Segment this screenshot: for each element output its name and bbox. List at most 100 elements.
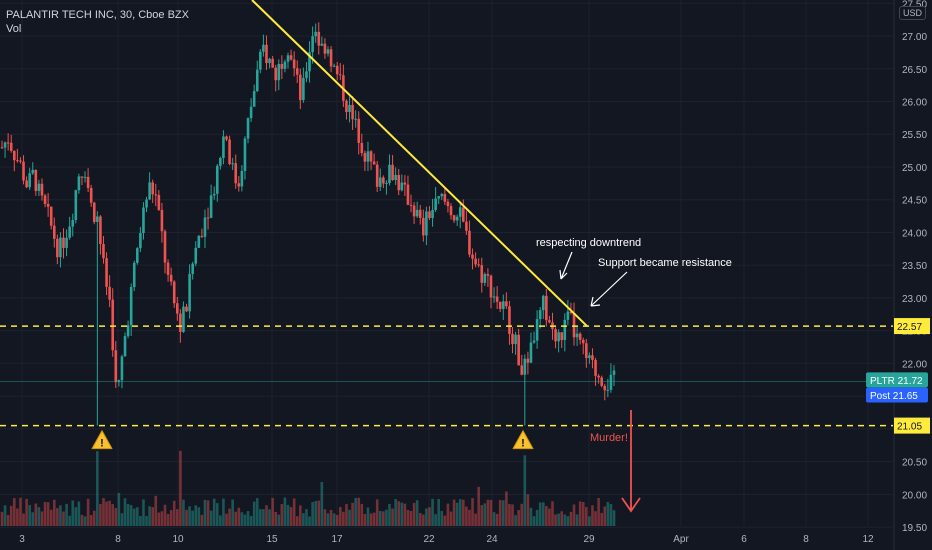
candle-body (541, 295, 545, 311)
candle-body (409, 204, 413, 206)
volume-bar (428, 507, 431, 526)
candle-body (520, 365, 524, 375)
candle-body (222, 136, 225, 159)
volume-bar (391, 508, 394, 526)
y-tick-label: 24.50 (902, 196, 927, 207)
volume-bar (240, 512, 244, 526)
candle-body (139, 233, 142, 249)
volume-bar (166, 513, 170, 526)
candle-body (375, 164, 379, 187)
volume-bar (28, 505, 31, 526)
volume-bar (286, 504, 290, 526)
volume-bar (335, 515, 339, 526)
candle-body (34, 169, 38, 191)
candle-body (557, 332, 560, 342)
volume-bar (132, 508, 136, 526)
candle-body (505, 301, 508, 307)
candle-body (351, 104, 354, 120)
volume-bar (222, 498, 225, 526)
candle-body (169, 274, 173, 282)
price-badge-pltr[interactable] (866, 372, 928, 388)
volume-bar (541, 502, 545, 526)
candle-body (9, 142, 13, 151)
candle-body (59, 237, 62, 258)
candle-body (477, 264, 480, 266)
volume-bar (65, 503, 68, 526)
candle-body (148, 182, 151, 200)
candle-body (277, 64, 281, 81)
candle-body (203, 217, 207, 237)
candle-body (366, 151, 370, 162)
candle-body (89, 188, 93, 203)
volume-bar (123, 498, 127, 526)
volume-bar (385, 509, 388, 526)
x-tick-label: 17 (331, 534, 343, 545)
volume-bar (246, 511, 250, 526)
volume-bar (517, 510, 520, 526)
candle-body (19, 160, 22, 162)
candle-body (0, 147, 4, 149)
volume-bar (225, 513, 228, 526)
candle-body (145, 199, 148, 208)
volume-bar (102, 498, 105, 526)
volume-bar (200, 514, 204, 526)
candle-body (197, 235, 201, 248)
volume-bar (148, 506, 151, 526)
y-tick-label: 26.00 (902, 97, 927, 108)
candle-body (526, 358, 530, 363)
volume-bar (468, 509, 471, 526)
candle-body (215, 165, 219, 194)
volume-bar (314, 501, 317, 526)
candle-body (400, 182, 404, 191)
candle-body (108, 286, 111, 300)
candle-body (415, 209, 419, 217)
candle-body (323, 43, 327, 54)
volume-bar (172, 500, 176, 526)
candle-body (185, 306, 188, 312)
candle-body (498, 301, 502, 309)
volume-bar (179, 450, 182, 526)
volume-bar (418, 513, 422, 526)
warning-icon-mark: ! (521, 438, 525, 450)
currency-badge[interactable]: USD (898, 6, 926, 20)
volume-bar (474, 513, 477, 526)
volume-bar (182, 499, 185, 526)
volume-bar (129, 505, 133, 526)
volume-bar (142, 499, 145, 526)
x-tick-label: 15 (266, 534, 278, 545)
candle-body (132, 262, 136, 287)
candle-body (363, 153, 367, 162)
volume-bar (520, 503, 524, 526)
downtrend-line[interactable] (251, 0, 588, 327)
symbol-title[interactable]: PALANTIR TECH INC, 30, Cboe BZX (6, 9, 189, 21)
candle-body (6, 142, 10, 144)
candle-body (486, 274, 490, 276)
volume-bar (563, 514, 567, 526)
candle-body (212, 193, 216, 196)
volume-bar (151, 507, 154, 526)
candle-body (314, 31, 317, 37)
volume-bar (13, 498, 16, 526)
price-badge-text: PLTR 21.72 (870, 376, 923, 387)
candle-body (406, 184, 410, 205)
candle-body (49, 206, 53, 226)
volume-bar (40, 511, 44, 526)
candle-body (286, 55, 290, 62)
candle-body (471, 254, 474, 259)
volume-bar (332, 513, 336, 526)
volume-bar (378, 510, 382, 526)
y-tick-label: 23.50 (902, 261, 927, 272)
volume-bar (96, 451, 99, 526)
warning-icon-mark: ! (100, 438, 104, 450)
candle-body (425, 211, 428, 236)
candle-body (495, 296, 499, 302)
volume-bar (277, 514, 281, 526)
price-badge-post[interactable] (866, 387, 928, 403)
down-arrow-icon (621, 410, 641, 513)
candle-body (311, 36, 314, 53)
volume-bar (431, 498, 434, 526)
volume-bar (572, 504, 576, 526)
volume-label[interactable]: Vol (6, 23, 22, 35)
